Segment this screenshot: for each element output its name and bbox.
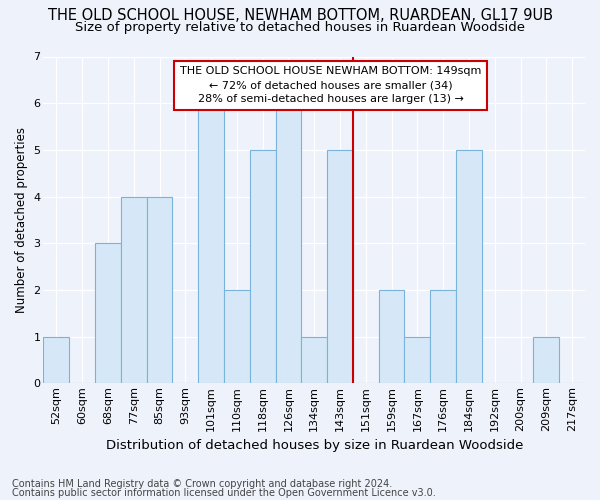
Bar (404, 336, 430, 384)
Text: THE OLD SCHOOL HOUSE NEWHAM BOTTOM: 149sqm
← 72% of detached houses are smaller : THE OLD SCHOOL HOUSE NEWHAM BOTTOM: 149s… (180, 66, 481, 104)
Y-axis label: Number of detached properties: Number of detached properties (15, 127, 28, 313)
Bar (456, 150, 482, 384)
Bar (327, 150, 353, 384)
Bar (121, 196, 146, 384)
Text: Contains public sector information licensed under the Open Government Licence v3: Contains public sector information licen… (12, 488, 436, 498)
Text: Contains HM Land Registry data © Crown copyright and database right 2024.: Contains HM Land Registry data © Crown c… (12, 479, 392, 489)
Text: THE OLD SCHOOL HOUSE, NEWHAM BOTTOM, RUARDEAN, GL17 9UB: THE OLD SCHOOL HOUSE, NEWHAM BOTTOM, RUA… (47, 8, 553, 22)
Bar (43, 336, 69, 384)
X-axis label: Distribution of detached houses by size in Ruardean Woodside: Distribution of detached houses by size … (106, 440, 523, 452)
Bar (250, 150, 275, 384)
Bar (198, 103, 224, 384)
Bar (146, 196, 172, 384)
Bar (379, 290, 404, 384)
Bar (301, 336, 327, 384)
Bar (224, 290, 250, 384)
Bar (430, 290, 456, 384)
Bar (533, 336, 559, 384)
Bar (95, 244, 121, 384)
Text: Size of property relative to detached houses in Ruardean Woodside: Size of property relative to detached ho… (75, 21, 525, 34)
Bar (275, 103, 301, 384)
